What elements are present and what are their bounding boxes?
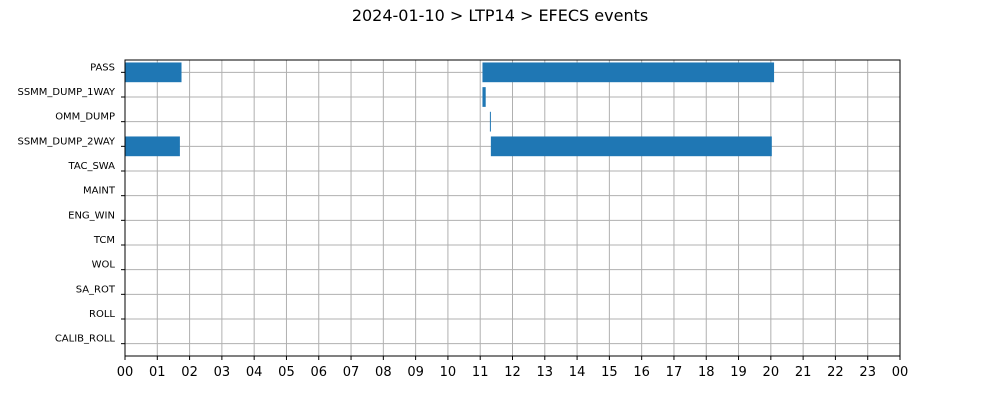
x-tick-label: 01 <box>149 365 166 380</box>
category-label: OMM_DUMP <box>55 112 115 123</box>
event-bar <box>482 87 486 107</box>
x-tick-label: 15 <box>601 365 618 380</box>
x-tick-label: 00 <box>892 365 909 380</box>
x-tick-label: 18 <box>698 365 715 380</box>
x-tick-label: 17 <box>666 365 683 380</box>
x-tick-label: 16 <box>633 365 650 380</box>
x-tick-label: 11 <box>472 365 489 380</box>
x-tick-label: 00 <box>117 365 134 380</box>
x-tick-label: 12 <box>504 365 521 380</box>
event-bar <box>490 136 772 157</box>
event-bar <box>125 62 182 83</box>
category-label: PASS <box>90 62 115 73</box>
bars-layer <box>125 62 775 157</box>
x-tick-label: 20 <box>763 365 780 380</box>
chart-title: 2024-01-10 > LTP14 > EFECS events <box>351 6 649 25</box>
x-tick-label: 06 <box>310 365 327 380</box>
x-tick-label: 02 <box>181 365 198 380</box>
grid-layer <box>124 60 901 356</box>
category-label: TCM <box>93 235 115 246</box>
ticks-layer: 00 01 02 03 04 05 06 07 08 09 10 11 12 13 14 15 16 17 18 19… <box>17 62 908 380</box>
category-label: TAC_SWA <box>67 161 115 172</box>
x-tick-label: 14 <box>569 365 586 380</box>
x-tick-label: 09 <box>407 365 424 380</box>
category-label: WOL <box>92 260 116 271</box>
category-label: MAINT <box>83 186 116 197</box>
x-tick-label: 21 <box>795 365 812 380</box>
x-tick-label: 03 <box>214 365 231 380</box>
x-tick-label: 07 <box>343 365 360 380</box>
category-label: CALIB_ROLL <box>55 334 116 345</box>
event-bar <box>482 62 775 83</box>
category-label: SSMM_DUMP_1WAY <box>17 87 115 98</box>
x-tick-label: 22 <box>827 365 844 380</box>
category-label: SA_ROT <box>76 284 116 295</box>
x-tick-label: 08 <box>375 365 392 380</box>
x-tick-label: 05 <box>278 365 295 380</box>
category-label: SSMM_DUMP_2WAY <box>17 136 115 147</box>
event-bar <box>489 111 491 132</box>
category-label: ENG_WIN <box>68 210 115 221</box>
x-tick-label: 04 <box>246 365 263 380</box>
event-bar <box>125 136 180 157</box>
x-tick-label: 23 <box>859 365 876 380</box>
x-tick-label: 13 <box>537 365 554 380</box>
x-tick-label: 10 <box>440 365 457 380</box>
x-tick-label: 19 <box>730 365 747 380</box>
category-label: ROLL <box>89 309 115 320</box>
